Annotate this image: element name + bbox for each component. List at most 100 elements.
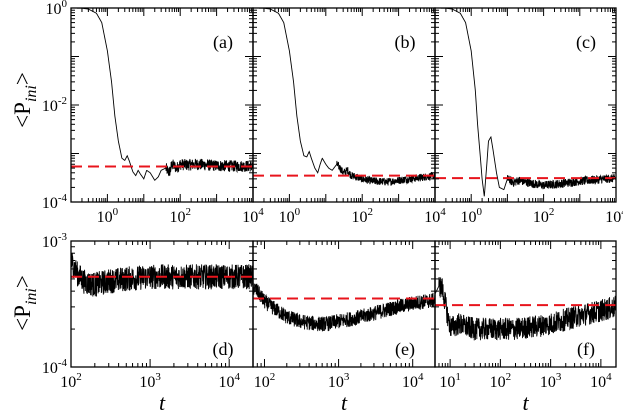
x-tick-label: 103 [540, 371, 562, 391]
x-tick-label: 101 [439, 371, 461, 391]
x-tick-label-base: 10 [218, 374, 234, 391]
x-tick-label-base: 10 [460, 209, 476, 226]
y-axis-label-base: <P [10, 102, 35, 128]
x-tick-label-base: 10 [439, 374, 455, 391]
y-tick-label-exponent: -2 [58, 95, 67, 107]
x-axis-label: t [522, 390, 529, 414]
x-tick-label-base: 10 [490, 374, 506, 391]
y-tick-label-exponent: -4 [58, 357, 68, 369]
y-axis-label-bottom: <Pini> [10, 275, 40, 331]
x-tick-label-exponent: 4 [258, 206, 264, 218]
y-axis-label-close: > [10, 275, 35, 288]
x-tick-label-exponent: 2 [367, 206, 373, 218]
panel-label: (c) [576, 32, 596, 53]
x-tick-label-base: 10 [533, 209, 549, 226]
panel-label: (b) [395, 32, 416, 53]
svg-text:<Pini>: <Pini> [10, 275, 40, 331]
x-tick-label-base: 10 [540, 374, 556, 391]
x-tick-label-exponent: 2 [185, 206, 191, 218]
y-tick-label: 100 [46, 0, 68, 18]
y-tick-label-base: 10 [42, 234, 58, 251]
x-tick-label-base: 10 [60, 374, 76, 391]
x-tick-label: 102 [490, 371, 512, 391]
panel-frame [434, 240, 617, 368]
x-tick-label: 102 [351, 206, 373, 226]
data-series-line [253, 282, 435, 332]
x-tick-label: 104 [424, 206, 446, 226]
y-tick-label: 10-3 [42, 231, 68, 251]
y-tick-label-base: 10 [42, 195, 58, 212]
y-axis-label-sub: ini [23, 85, 40, 102]
x-tick-label-exponent: 2 [549, 206, 555, 218]
y-axis-label-close: > [10, 72, 35, 85]
x-tick-label: 100 [97, 206, 119, 226]
x-tick-label-base: 10 [424, 209, 440, 226]
x-tick-label-base: 10 [402, 374, 418, 391]
x-tick-label-base: 10 [169, 209, 185, 226]
x-tick-label-exponent: 2 [506, 371, 512, 383]
x-axis-label: t [159, 390, 166, 414]
y-tick-label: 10-4 [42, 357, 68, 377]
data-series-line [253, 8, 435, 186]
x-tick-label-exponent: 4 [440, 206, 446, 218]
y-tick-label: 10-2 [42, 95, 67, 115]
x-tick-label-exponent: 3 [556, 371, 562, 383]
x-tick-label-base: 10 [139, 374, 155, 391]
x-tick-label: 102 [169, 206, 191, 226]
x-tick-label-exponent: 2 [270, 371, 276, 383]
x-tick-label-base: 10 [242, 209, 258, 226]
x-tick-label-exponent: 0 [113, 206, 119, 218]
y-axis-label-top: <Pini> [10, 72, 40, 128]
y-axis-label-base: <P [10, 305, 35, 331]
y-tick-label: 10-4 [42, 192, 68, 212]
x-tick-label-exponent: 4 [418, 371, 424, 383]
x-tick-label-base: 10 [279, 209, 295, 226]
x-tick-label-exponent: 0 [295, 206, 301, 218]
x-tick-label: 104 [402, 371, 424, 391]
x-tick-label-base: 10 [254, 374, 270, 391]
x-tick-label: 100 [279, 206, 301, 226]
data-series-line [435, 277, 616, 341]
x-axis-label: t [341, 390, 348, 414]
x-tick-label-exponent: 4 [621, 206, 623, 218]
x-tick-label: 102 [60, 371, 82, 391]
x-tick-label-base: 10 [351, 209, 367, 226]
panel-label: (f) [577, 339, 595, 360]
panel-label: (e) [395, 339, 415, 360]
y-axis-label-sub: ini [23, 288, 40, 305]
panel-f: 101 102 103 104(f)t [434, 240, 617, 414]
x-tick-label: 103 [328, 371, 350, 391]
panel-label: (d) [213, 339, 234, 360]
x-tick-label-exponent: 4 [234, 371, 240, 383]
x-tick-label-exponent: 2 [76, 371, 82, 383]
x-tick-label: 103 [139, 371, 161, 391]
x-tick-label-base: 10 [97, 209, 113, 226]
y-tick-label-base: 10 [46, 1, 62, 18]
y-tick-label-exponent: -4 [58, 192, 68, 204]
y-tick-label-base: 10 [42, 98, 58, 115]
x-tick-label-exponent: 3 [155, 371, 161, 383]
x-tick-label-exponent: 3 [344, 371, 350, 383]
y-tick-label-exponent: -3 [58, 231, 68, 243]
data-series-line [71, 8, 253, 181]
x-tick-label-exponent: 4 [606, 371, 612, 383]
x-tick-label: 104 [218, 371, 240, 391]
x-tick-label-exponent: 0 [476, 206, 482, 218]
x-tick-label: 100 [460, 206, 482, 226]
x-tick-label: 102 [533, 206, 555, 226]
x-tick-label-exponent: 1 [455, 371, 461, 383]
y-tick-label-base: 10 [42, 360, 58, 377]
y-tick-label-exponent: 0 [62, 0, 68, 10]
x-tick-label: 104 [590, 371, 612, 391]
x-tick-label: 102 [254, 371, 276, 391]
x-tick-label: 104 [242, 206, 264, 226]
x-tick-label-base: 10 [605, 209, 621, 226]
x-tick-label-base: 10 [590, 374, 606, 391]
data-series-line [71, 252, 253, 297]
data-series-line [435, 8, 616, 197]
x-tick-label-base: 10 [328, 374, 344, 391]
